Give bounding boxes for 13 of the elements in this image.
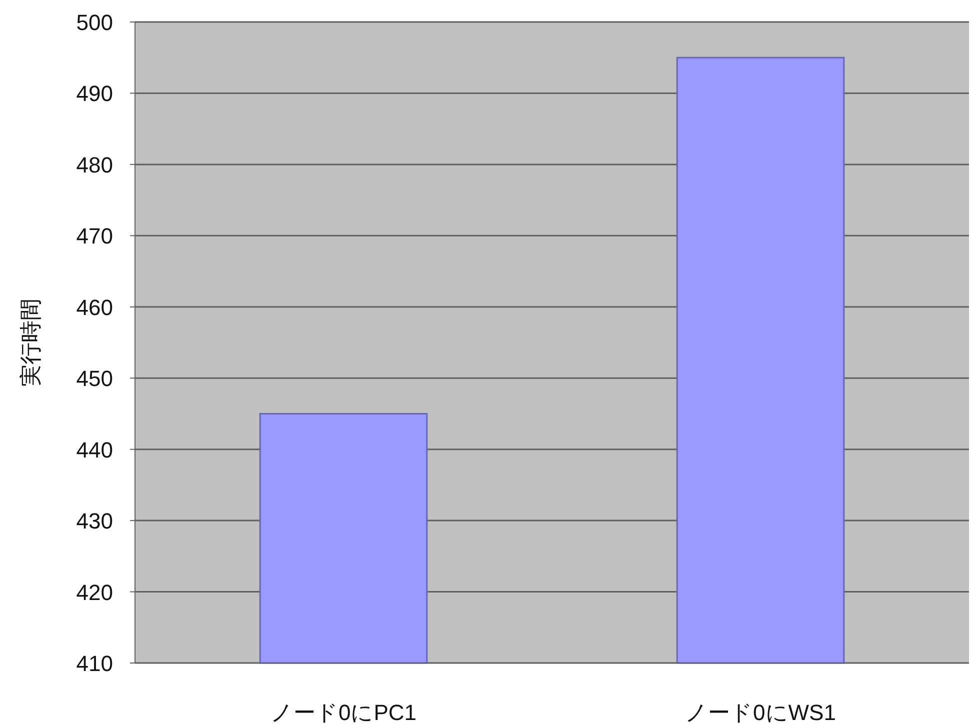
y-tick-label: 470 bbox=[76, 224, 113, 249]
y-tick-label: 450 bbox=[76, 366, 113, 392]
y-tick-label: 480 bbox=[76, 152, 113, 178]
y-tick-label: 440 bbox=[76, 437, 113, 462]
y-tick-label: 410 bbox=[76, 651, 113, 676]
y-tick-label: 500 bbox=[76, 10, 113, 35]
y-tick-label: 490 bbox=[76, 81, 113, 106]
x-tick-label: ノード0にWS1 bbox=[685, 700, 836, 725]
x-tick-label: ノード0にPC1 bbox=[270, 700, 417, 725]
y-axis-title: 実行時間 bbox=[18, 298, 43, 386]
y-tick-label: 420 bbox=[76, 580, 113, 605]
y-tick-label: 430 bbox=[76, 508, 113, 534]
y-tick-label: 460 bbox=[76, 294, 113, 320]
